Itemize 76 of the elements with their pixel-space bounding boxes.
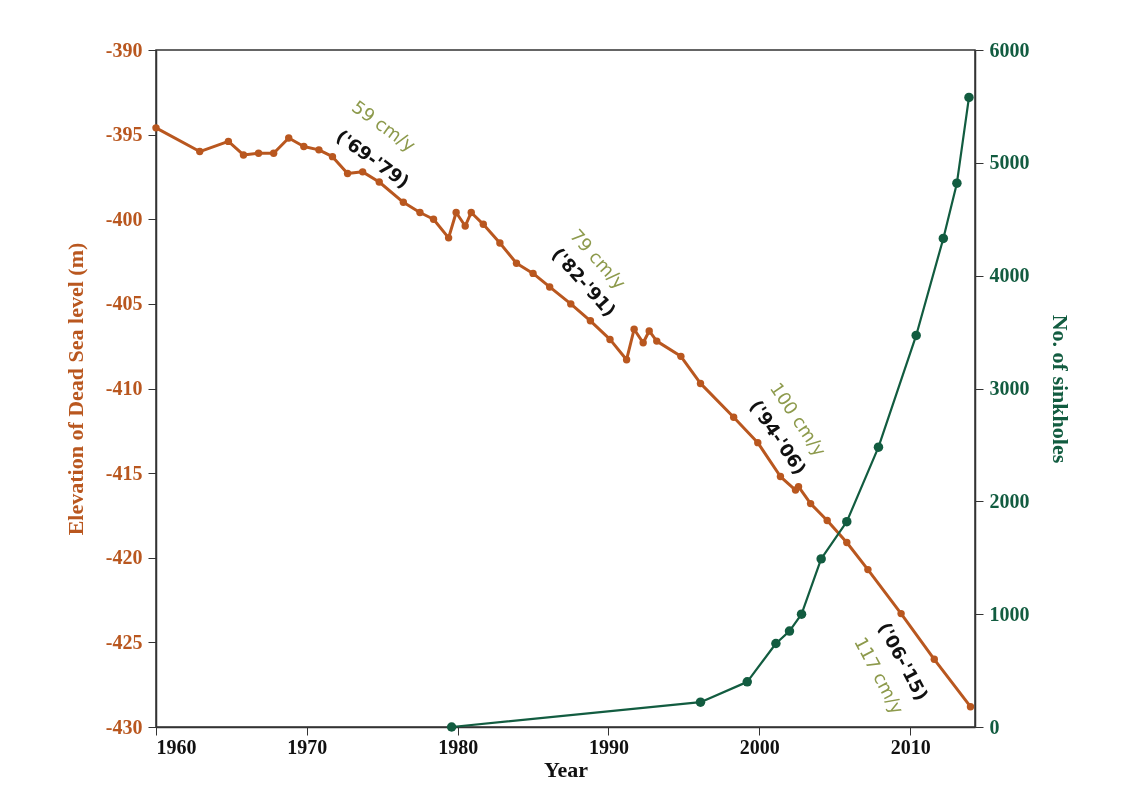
point — [911, 330, 921, 341]
point — [452, 208, 460, 217]
point — [806, 499, 815, 508]
y2-tick-label: 6000 — [989, 38, 1030, 61]
point — [897, 609, 905, 618]
y2-tick-label: 0 — [989, 715, 1000, 738]
point — [315, 146, 323, 154]
point — [269, 149, 278, 157]
point — [254, 149, 263, 157]
point — [512, 259, 521, 267]
point — [224, 137, 233, 146]
point — [823, 516, 831, 525]
point — [586, 317, 595, 325]
point — [695, 697, 706, 707]
point — [630, 325, 638, 333]
point — [864, 565, 872, 574]
x-tick-label: 1960 — [156, 735, 197, 758]
y-axis-title: Elevation of Dead Sea level (m) — [62, 242, 88, 536]
point — [196, 147, 204, 156]
y2-tick-label: 4000 — [989, 264, 1030, 287]
point — [816, 554, 826, 564]
point — [285, 134, 293, 142]
point — [639, 339, 647, 347]
y-tick-label: -400 — [105, 207, 143, 230]
x-tick-label: 2010 — [890, 735, 931, 758]
point — [796, 609, 807, 619]
point — [964, 92, 974, 103]
point — [794, 482, 803, 491]
point — [873, 442, 884, 452]
point — [930, 655, 938, 663]
y-tick-label: -430 — [105, 715, 143, 738]
point — [729, 413, 738, 421]
y2-tick-label: 3000 — [989, 377, 1030, 399]
point — [461, 222, 469, 230]
point — [152, 124, 160, 132]
x-tick-label: 2000 — [739, 735, 780, 758]
point — [966, 702, 975, 711]
point — [479, 220, 488, 229]
point — [784, 626, 795, 636]
y-tick-label: -425 — [105, 630, 143, 653]
y2-tick-label: 2000 — [989, 489, 1030, 512]
point — [843, 538, 851, 547]
point — [771, 638, 781, 649]
x-tick-label: 1980 — [438, 735, 479, 758]
point — [300, 142, 308, 151]
x-axis-title: Year — [544, 756, 589, 782]
point — [677, 352, 685, 361]
y-tick-label: -395 — [105, 123, 143, 146]
y-tick-label: -390 — [105, 38, 143, 61]
point — [653, 337, 661, 345]
point — [399, 198, 408, 207]
point — [742, 677, 752, 687]
point — [842, 516, 852, 527]
point — [446, 722, 457, 732]
y-tick-label: -420 — [105, 546, 143, 569]
y-tick-label: -410 — [105, 377, 143, 399]
y2-tick-label: 5000 — [989, 151, 1030, 174]
point — [239, 151, 248, 159]
point — [496, 239, 504, 247]
point — [444, 234, 453, 242]
x-tick-label: 1970 — [287, 735, 328, 758]
point — [645, 327, 653, 335]
point — [952, 178, 962, 188]
point — [529, 269, 537, 278]
point — [467, 208, 475, 217]
point — [606, 335, 614, 344]
point — [938, 233, 949, 244]
y-tick-label: -415 — [105, 461, 143, 484]
x-tick-label: 1990 — [588, 735, 629, 758]
y2-tick-label: 1000 — [989, 602, 1030, 625]
point — [429, 215, 438, 223]
y2-axis-title: No. of sinkholes — [1047, 314, 1073, 464]
point — [416, 208, 424, 217]
y-tick-label: -405 — [105, 292, 143, 315]
point — [622, 356, 631, 364]
point — [696, 379, 705, 388]
